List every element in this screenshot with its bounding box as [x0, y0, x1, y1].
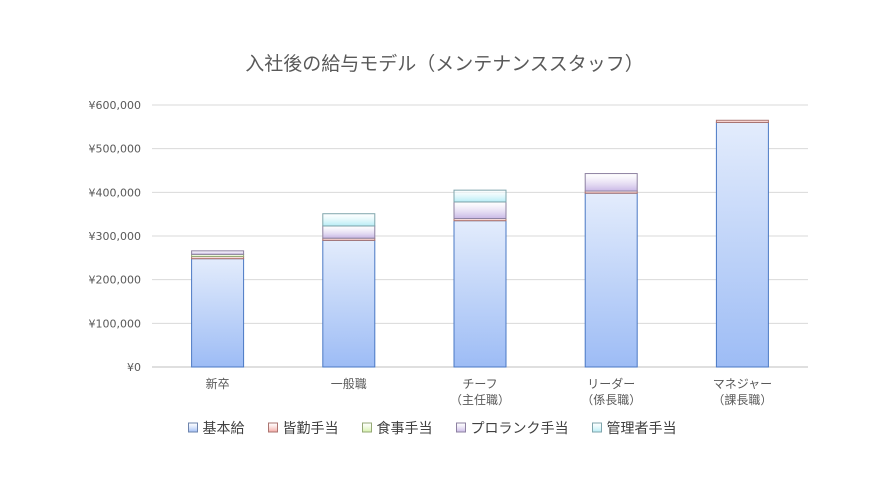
- y-tick-label: ¥0: [127, 361, 141, 374]
- x-tick-label: 一般職: [331, 376, 367, 391]
- bar-segment: [322, 225, 376, 239]
- x-tick-label: マネジャー: [713, 377, 772, 391]
- x-tick-label: リーダー: [587, 376, 635, 391]
- bar-segment: [715, 119, 769, 123]
- x-tick-label: チーフ: [462, 377, 497, 391]
- bar-segment: [322, 213, 376, 227]
- bar-segment: [584, 173, 638, 192]
- y-axis-ticks: ¥0 ¥100,000 ¥200,000 ¥300,000 ¥400,000 ¥500,0…: [89, 99, 142, 374]
- y-tick-label: ¥400,000: [89, 186, 142, 199]
- bar-segment: [191, 250, 245, 255]
- x-tick-label: （係長職）: [581, 393, 641, 407]
- legend: 基本給 皆勤手当 食事手当 プロランク手当 管理者手当: [188, 420, 677, 437]
- bar-segment: [453, 201, 507, 220]
- y-tick-label: ¥600,000: [89, 99, 142, 112]
- bar-segment: [584, 192, 638, 368]
- bar-segment: [715, 121, 769, 368]
- legend-label: プロランク手当: [471, 421, 569, 437]
- y-tick-label: ¥200,000: [89, 274, 142, 287]
- bar-segment: [453, 220, 507, 368]
- x-tick-label: 新卒: [206, 376, 230, 391]
- y-tick-label: ¥100,000: [89, 317, 142, 330]
- legend-swatch: [188, 422, 198, 433]
- legend-label: 食事手当: [377, 420, 433, 437]
- legend-swatch: [362, 422, 372, 433]
- legend-label: 基本給: [203, 420, 245, 437]
- legend-label: 管理者手当: [607, 421, 677, 437]
- legend-swatch: [456, 422, 466, 433]
- bar-segment: [191, 258, 245, 368]
- y-tick-label: ¥500,000: [89, 143, 142, 156]
- x-tick-label: （課長職）: [712, 392, 772, 407]
- legend-swatch: [592, 422, 602, 433]
- legend-swatch: [268, 422, 278, 433]
- bars: [191, 119, 769, 368]
- x-axis-ticks: 新卒 一般職 チーフ （主任職） リーダー （係長職） マネジャー（課長職）: [206, 376, 773, 407]
- bar-segment: [322, 239, 376, 368]
- bar-segment: [453, 189, 507, 203]
- legend-label: 皆勤手当: [283, 421, 339, 437]
- x-tick-label: （主任職）: [450, 393, 510, 407]
- y-tick-label: ¥300,000: [89, 230, 142, 243]
- chart-title: 入社後の給与モデル（メンテナンススタッフ）: [245, 53, 644, 75]
